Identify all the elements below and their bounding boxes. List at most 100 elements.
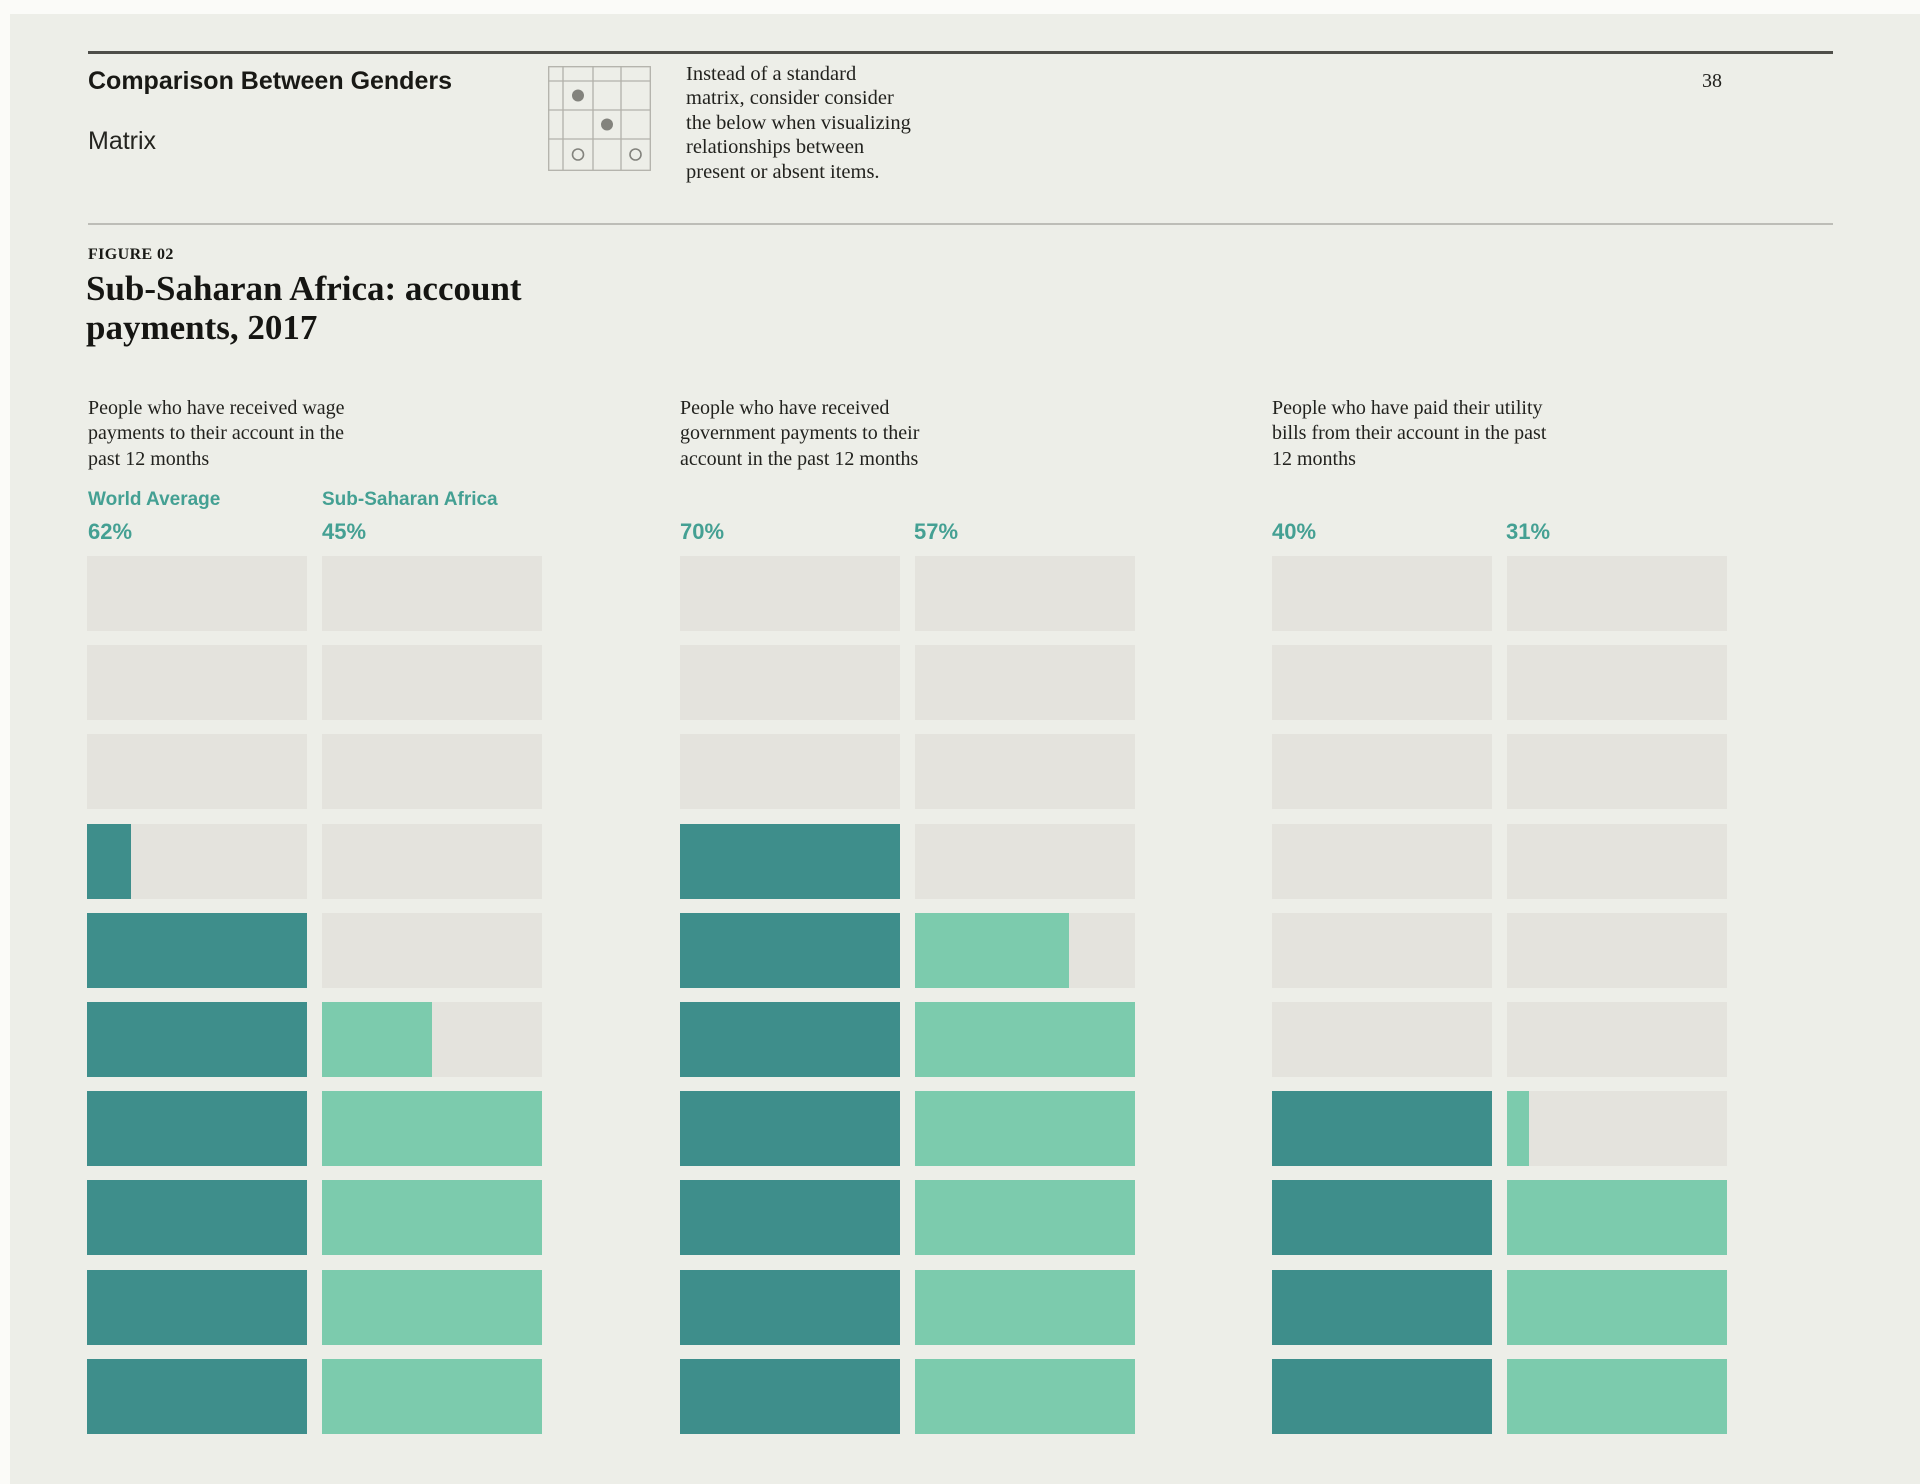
module-subtitle: Matrix	[88, 127, 157, 155]
waffle-fill-world-average	[87, 1180, 307, 1255]
legend-sub-saharan-africa: Sub-Saharan Africa	[322, 489, 498, 510]
waffle-row-track	[680, 1270, 900, 1345]
value-label-g1-ssa: 45%	[322, 519, 367, 544]
waffle-row-track	[915, 734, 1135, 809]
waffle-row-track	[1507, 1359, 1727, 1434]
group2-description: People who have received government paym…	[680, 396, 1100, 472]
description-line: past 12 months	[88, 447, 210, 470]
waffle-fill-sub-saharan-africa	[322, 1359, 542, 1434]
waffle-row-track	[87, 913, 307, 988]
waffle-chart-group1	[87, 556, 542, 1434]
waffle-row-track	[322, 1091, 542, 1166]
waffle-row-track	[1272, 734, 1492, 809]
waffle-fill-sub-saharan-africa	[915, 1091, 1135, 1166]
waffle-chart-group2	[680, 556, 1135, 1434]
waffle-row-track	[87, 645, 307, 720]
waffle-chart-group3	[1272, 556, 1727, 1434]
waffle-row-track	[1272, 1270, 1492, 1345]
waffle-fill-world-average	[87, 1091, 307, 1166]
waffle-row-track	[1507, 645, 1727, 720]
waffle-row-track	[322, 1270, 542, 1345]
waffle-row-track	[87, 1359, 307, 1434]
waffle-row-track	[915, 913, 1135, 988]
waffle-row-track	[915, 1359, 1135, 1434]
waffle-row-track	[680, 1359, 900, 1434]
page-number: 38	[1702, 70, 1722, 92]
module-title-line2: Genders	[350, 67, 452, 95]
waffle-row-track	[1272, 1091, 1492, 1166]
top-rule	[88, 51, 1833, 54]
figure-title: Sub-Saharan Africa: account payments, 20…	[86, 269, 522, 347]
waffle-row-track	[680, 645, 900, 720]
description-line: People who have received	[680, 397, 890, 419]
waffle-fill-world-average	[87, 1270, 307, 1345]
waffle-fill-world-average	[680, 913, 900, 988]
description-line: account in the past 12 months	[680, 447, 919, 470]
waffle-row-track	[322, 824, 542, 899]
waffle-row-track	[1272, 824, 1492, 899]
waffle-fill-sub-saharan-africa	[322, 1091, 542, 1166]
waffle-fill-sub-saharan-africa	[322, 1180, 542, 1255]
intro-note-line: matrix, consider consider	[686, 87, 894, 110]
waffle-fill-world-average	[1272, 1270, 1492, 1345]
waffle-row-track	[322, 1359, 542, 1434]
waffle-fill-sub-saharan-africa	[915, 1002, 1135, 1077]
waffle-row-track	[322, 645, 542, 720]
group1-description: People who have received wage payments t…	[88, 396, 508, 472]
intro-note-line: relationships between	[686, 136, 865, 159]
intro-note-line: present or absent items.	[686, 160, 880, 183]
legend-world-average: World Average	[88, 489, 221, 510]
matrix-dot-open	[629, 148, 642, 161]
waffle-row-track	[915, 556, 1135, 631]
waffle-fill-world-average	[680, 1091, 900, 1166]
waffle-row-track	[1272, 645, 1492, 720]
description-line: People who have received wage	[88, 397, 345, 419]
page-edge-top	[0, 0, 1920, 14]
waffle-row-track	[680, 734, 900, 809]
waffle-row-track	[87, 1002, 307, 1077]
value-label-g3-ssa: 31%	[1506, 519, 1551, 544]
waffle-fill-sub-saharan-africa	[1507, 1359, 1727, 1434]
description-line: payments to their account in the	[88, 422, 345, 445]
waffle-row-track	[680, 913, 900, 988]
waffle-fill-sub-saharan-africa	[915, 1180, 1135, 1255]
waffle-row-track	[680, 556, 900, 631]
waffle-row-track	[1272, 556, 1492, 631]
waffle-row-track	[322, 1180, 542, 1255]
waffle-fill-sub-saharan-africa	[915, 1359, 1135, 1434]
figure-title-line2: payments, 2017	[86, 308, 318, 347]
waffle-row-track	[1507, 556, 1727, 631]
waffle-row-track	[87, 1180, 307, 1255]
waffle-fill-world-average	[87, 1002, 307, 1077]
matrix-dot-filled	[601, 118, 613, 131]
waffle-row-track	[680, 1002, 900, 1077]
figure-label: FIGURE 02	[88, 246, 174, 263]
value-label-g2-ssa: 57%	[914, 519, 959, 544]
waffle-row-track	[1507, 1270, 1727, 1345]
description-line: government payments to their	[680, 422, 920, 445]
waffle-row-track	[915, 1002, 1135, 1077]
waffle-row-track	[915, 824, 1135, 899]
waffle-fill-world-average	[1272, 1359, 1492, 1434]
waffle-row-track	[87, 1270, 307, 1345]
waffle-fill-world-average	[87, 1359, 307, 1434]
waffle-row-track	[1507, 1180, 1727, 1255]
waffle-row-track	[1507, 1002, 1727, 1077]
matrix-grid-icon	[548, 66, 651, 171]
waffle-row-track	[322, 556, 542, 631]
waffle-row-track	[322, 1002, 542, 1077]
waffle-row-track	[680, 824, 900, 899]
waffle-row-track	[1272, 1002, 1492, 1077]
waffle-row-track	[1272, 913, 1492, 988]
value-label-g2-world: 70%	[680, 519, 725, 544]
waffle-row-track	[915, 1270, 1135, 1345]
waffle-row-track	[680, 1091, 900, 1166]
waffle-row-track	[87, 556, 307, 631]
page-edge-left	[0, 0, 10, 1484]
intro-note-line: Instead of a standard	[686, 63, 857, 85]
waffle-row-track	[1507, 1091, 1727, 1166]
figure-title-line1: Sub-Saharan Africa: account	[86, 269, 522, 308]
waffle-row-track	[87, 734, 307, 809]
waffle-row-track	[87, 1091, 307, 1166]
